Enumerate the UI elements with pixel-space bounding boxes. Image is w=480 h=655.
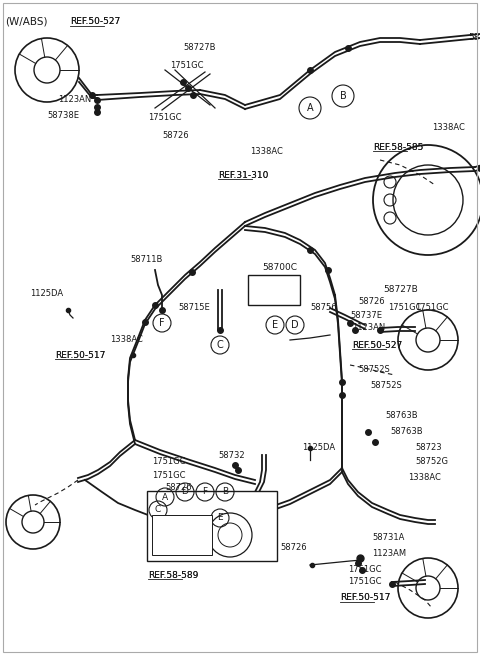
Text: 1751GC: 1751GC [348, 578, 382, 586]
Text: 58727B: 58727B [383, 286, 418, 295]
Text: 1751GC: 1751GC [348, 565, 382, 574]
Text: 58732: 58732 [218, 451, 245, 460]
Text: 58756: 58756 [310, 303, 336, 312]
Text: F: F [159, 318, 165, 328]
Text: 58726: 58726 [280, 544, 307, 553]
Text: 1123AN: 1123AN [352, 324, 385, 333]
Text: 58737E: 58737E [350, 310, 382, 320]
Text: REF.58-585: REF.58-585 [373, 143, 423, 151]
Text: 58731A: 58731A [372, 534, 404, 542]
Text: (W/ABS): (W/ABS) [5, 17, 48, 27]
Text: REF.50-527: REF.50-527 [70, 18, 120, 26]
Text: B: B [340, 91, 347, 101]
Text: 58752R: 58752R [468, 33, 480, 43]
Text: 1123AM: 1123AM [372, 548, 406, 557]
Text: REF.58-589: REF.58-589 [148, 571, 198, 580]
Text: 1338AC: 1338AC [408, 474, 441, 483]
Text: REF.50-527: REF.50-527 [70, 18, 120, 26]
Text: 1751GC: 1751GC [170, 60, 204, 69]
Text: 1751GC: 1751GC [152, 470, 185, 479]
FancyBboxPatch shape [147, 491, 277, 561]
Text: REF.58-585: REF.58-585 [373, 143, 423, 151]
Text: REF.50-527: REF.50-527 [352, 341, 402, 350]
Text: 58715E: 58715E [178, 303, 210, 312]
Text: 1338AC: 1338AC [250, 147, 283, 157]
Text: 58752S: 58752S [358, 365, 390, 375]
Text: 58763B: 58763B [385, 411, 418, 419]
Text: 58723: 58723 [415, 443, 442, 451]
Text: REF.31-310: REF.31-310 [218, 170, 268, 179]
Text: 1125DA: 1125DA [30, 288, 63, 297]
Text: 58763B: 58763B [390, 428, 422, 436]
Text: 1338AC: 1338AC [110, 335, 143, 345]
Text: 1751GC: 1751GC [388, 303, 421, 312]
Bar [152, 515, 212, 555]
Text: 58726: 58726 [358, 297, 384, 307]
Text: E: E [217, 514, 223, 523]
Text: 58711B: 58711B [130, 255, 162, 265]
Text: 58752G: 58752G [415, 457, 448, 466]
Text: A: A [307, 103, 313, 113]
Text: 58727B: 58727B [183, 43, 216, 52]
Bar [248, 275, 300, 305]
Text: D: D [181, 487, 189, 496]
Text: 58752S: 58752S [370, 381, 402, 390]
Text: REF.50-517: REF.50-517 [340, 593, 390, 603]
Text: A: A [162, 493, 168, 502]
Text: 1751GC: 1751GC [152, 457, 185, 466]
Text: 1338AC: 1338AC [432, 124, 465, 132]
Text: REF.50-517: REF.50-517 [55, 350, 106, 360]
Text: REF.50-517: REF.50-517 [55, 350, 106, 360]
Text: 58726: 58726 [165, 483, 192, 493]
Text: C: C [216, 340, 223, 350]
Text: D: D [291, 320, 299, 330]
Text: 58700C: 58700C [262, 263, 297, 272]
Text: 1125DA: 1125DA [302, 443, 335, 453]
Text: 1123AN: 1123AN [58, 96, 91, 105]
Text: F: F [203, 487, 207, 496]
Text: 1751GC: 1751GC [148, 113, 181, 122]
Text: 58726: 58726 [162, 130, 189, 140]
Text: 1751GC: 1751GC [415, 303, 448, 312]
Text: C: C [155, 506, 161, 514]
Text: REF.58-589: REF.58-589 [148, 571, 198, 580]
Text: B: B [222, 487, 228, 496]
Text: REF.31-310: REF.31-310 [218, 170, 268, 179]
Text: E: E [272, 320, 278, 330]
Text: 58738E: 58738E [47, 111, 79, 119]
Text: REF.50-517: REF.50-517 [340, 593, 390, 603]
Text: REF.50-527: REF.50-527 [352, 341, 402, 350]
